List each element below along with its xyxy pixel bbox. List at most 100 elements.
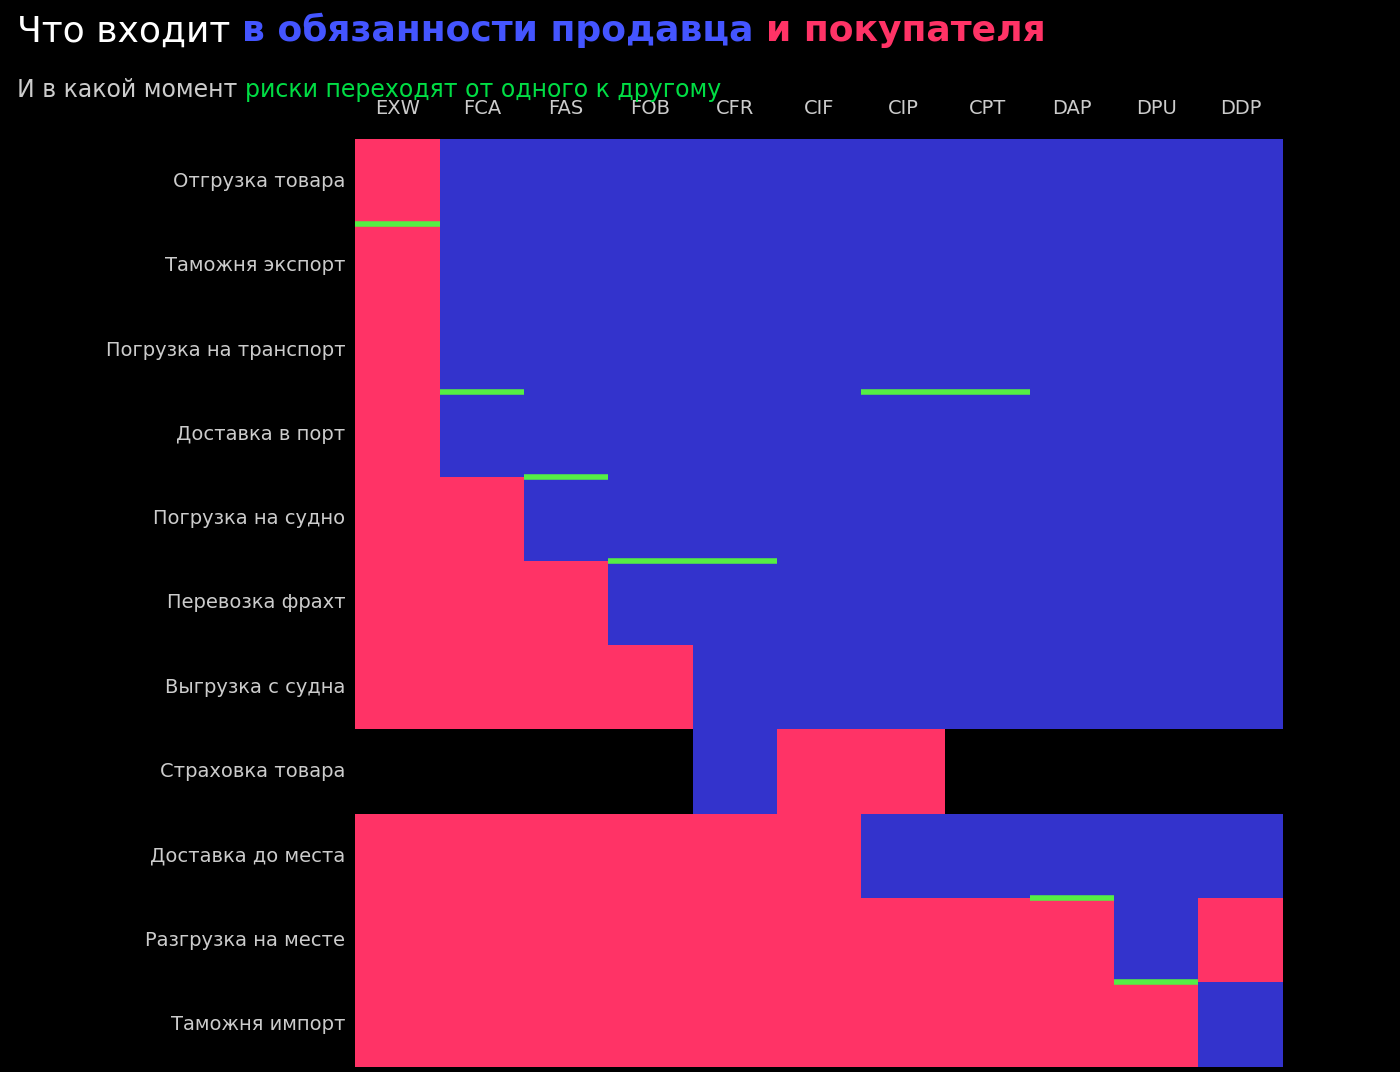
Bar: [440, 139, 524, 224]
Text: Доставка в порт: Доставка в порт: [176, 425, 346, 444]
Bar: [777, 814, 861, 898]
Text: Выгрузка с судна: Выгрузка с судна: [165, 678, 346, 697]
Bar: [440, 477, 524, 561]
Bar: [608, 308, 693, 392]
Bar: [693, 898, 777, 982]
Bar: [1114, 308, 1198, 392]
Bar: [861, 139, 945, 224]
Bar: [1198, 308, 1282, 392]
Bar: [440, 982, 524, 1067]
Bar: [1030, 477, 1114, 561]
Bar: [693, 392, 777, 477]
Bar: [524, 139, 608, 224]
Bar: [693, 729, 777, 814]
Bar: [693, 224, 777, 308]
Text: DPU: DPU: [1135, 100, 1176, 118]
Bar: [1114, 392, 1198, 477]
Text: Страховка товара: Страховка товара: [160, 762, 346, 781]
Bar: [693, 814, 777, 898]
Text: Что входит: Что входит: [17, 14, 242, 48]
Bar: [1030, 224, 1114, 308]
Bar: [356, 645, 440, 729]
Bar: [777, 392, 861, 477]
Bar: [524, 729, 608, 814]
Bar: [777, 224, 861, 308]
Bar: [777, 729, 861, 814]
Bar: [524, 645, 608, 729]
Bar: [356, 561, 440, 645]
Text: DDP: DDP: [1219, 100, 1261, 118]
Text: Отгрузка товара: Отгрузка товара: [172, 172, 346, 191]
Bar: [1030, 561, 1114, 645]
Bar: [861, 982, 945, 1067]
Bar: [861, 392, 945, 477]
Bar: [861, 898, 945, 982]
Bar: [693, 477, 777, 561]
Bar: [608, 392, 693, 477]
Text: FOB: FOB: [630, 100, 671, 118]
Bar: [777, 308, 861, 392]
Bar: [1030, 392, 1114, 477]
Bar: [356, 308, 440, 392]
Bar: [356, 392, 440, 477]
Bar: [1198, 982, 1282, 1067]
Text: риски переходят от одного к другому: риски переходят от одного к другому: [245, 78, 721, 102]
Text: CIP: CIP: [888, 100, 918, 118]
Bar: [440, 308, 524, 392]
Bar: [608, 982, 693, 1067]
Bar: [693, 139, 777, 224]
Bar: [777, 645, 861, 729]
Text: EXW: EXW: [375, 100, 420, 118]
Bar: [693, 982, 777, 1067]
Bar: [1114, 477, 1198, 561]
Bar: [440, 561, 524, 645]
Bar: [524, 392, 608, 477]
Bar: [945, 477, 1030, 561]
Bar: [693, 308, 777, 392]
Bar: [945, 645, 1030, 729]
Bar: [1198, 224, 1282, 308]
Bar: [1030, 139, 1114, 224]
Bar: [440, 392, 524, 477]
Bar: [608, 814, 693, 898]
Bar: [861, 477, 945, 561]
Text: и покупателя: и покупателя: [766, 14, 1046, 48]
Bar: [1114, 224, 1198, 308]
Bar: [608, 139, 693, 224]
Bar: [1030, 982, 1114, 1067]
Bar: [608, 477, 693, 561]
Bar: [1030, 729, 1114, 814]
Bar: [1198, 814, 1282, 898]
Bar: [608, 729, 693, 814]
Bar: [1114, 561, 1198, 645]
Bar: [945, 898, 1030, 982]
Bar: [524, 561, 608, 645]
Bar: [777, 898, 861, 982]
Bar: [1198, 139, 1282, 224]
Bar: [945, 308, 1030, 392]
Bar: [1030, 898, 1114, 982]
Bar: [608, 645, 693, 729]
Bar: [440, 898, 524, 982]
Bar: [777, 477, 861, 561]
Bar: [524, 982, 608, 1067]
Bar: [945, 392, 1030, 477]
Bar: [524, 898, 608, 982]
Bar: [1114, 814, 1198, 898]
Bar: [861, 308, 945, 392]
Bar: [945, 729, 1030, 814]
Bar: [1114, 982, 1198, 1067]
Text: CIF: CIF: [804, 100, 834, 118]
Bar: [1198, 477, 1282, 561]
Bar: [861, 561, 945, 645]
Bar: [608, 898, 693, 982]
Bar: [777, 561, 861, 645]
Bar: [1114, 898, 1198, 982]
Bar: [861, 224, 945, 308]
Bar: [777, 982, 861, 1067]
Bar: [1030, 814, 1114, 898]
Bar: [608, 561, 693, 645]
Bar: [777, 139, 861, 224]
Bar: [356, 224, 440, 308]
Bar: [1114, 139, 1198, 224]
